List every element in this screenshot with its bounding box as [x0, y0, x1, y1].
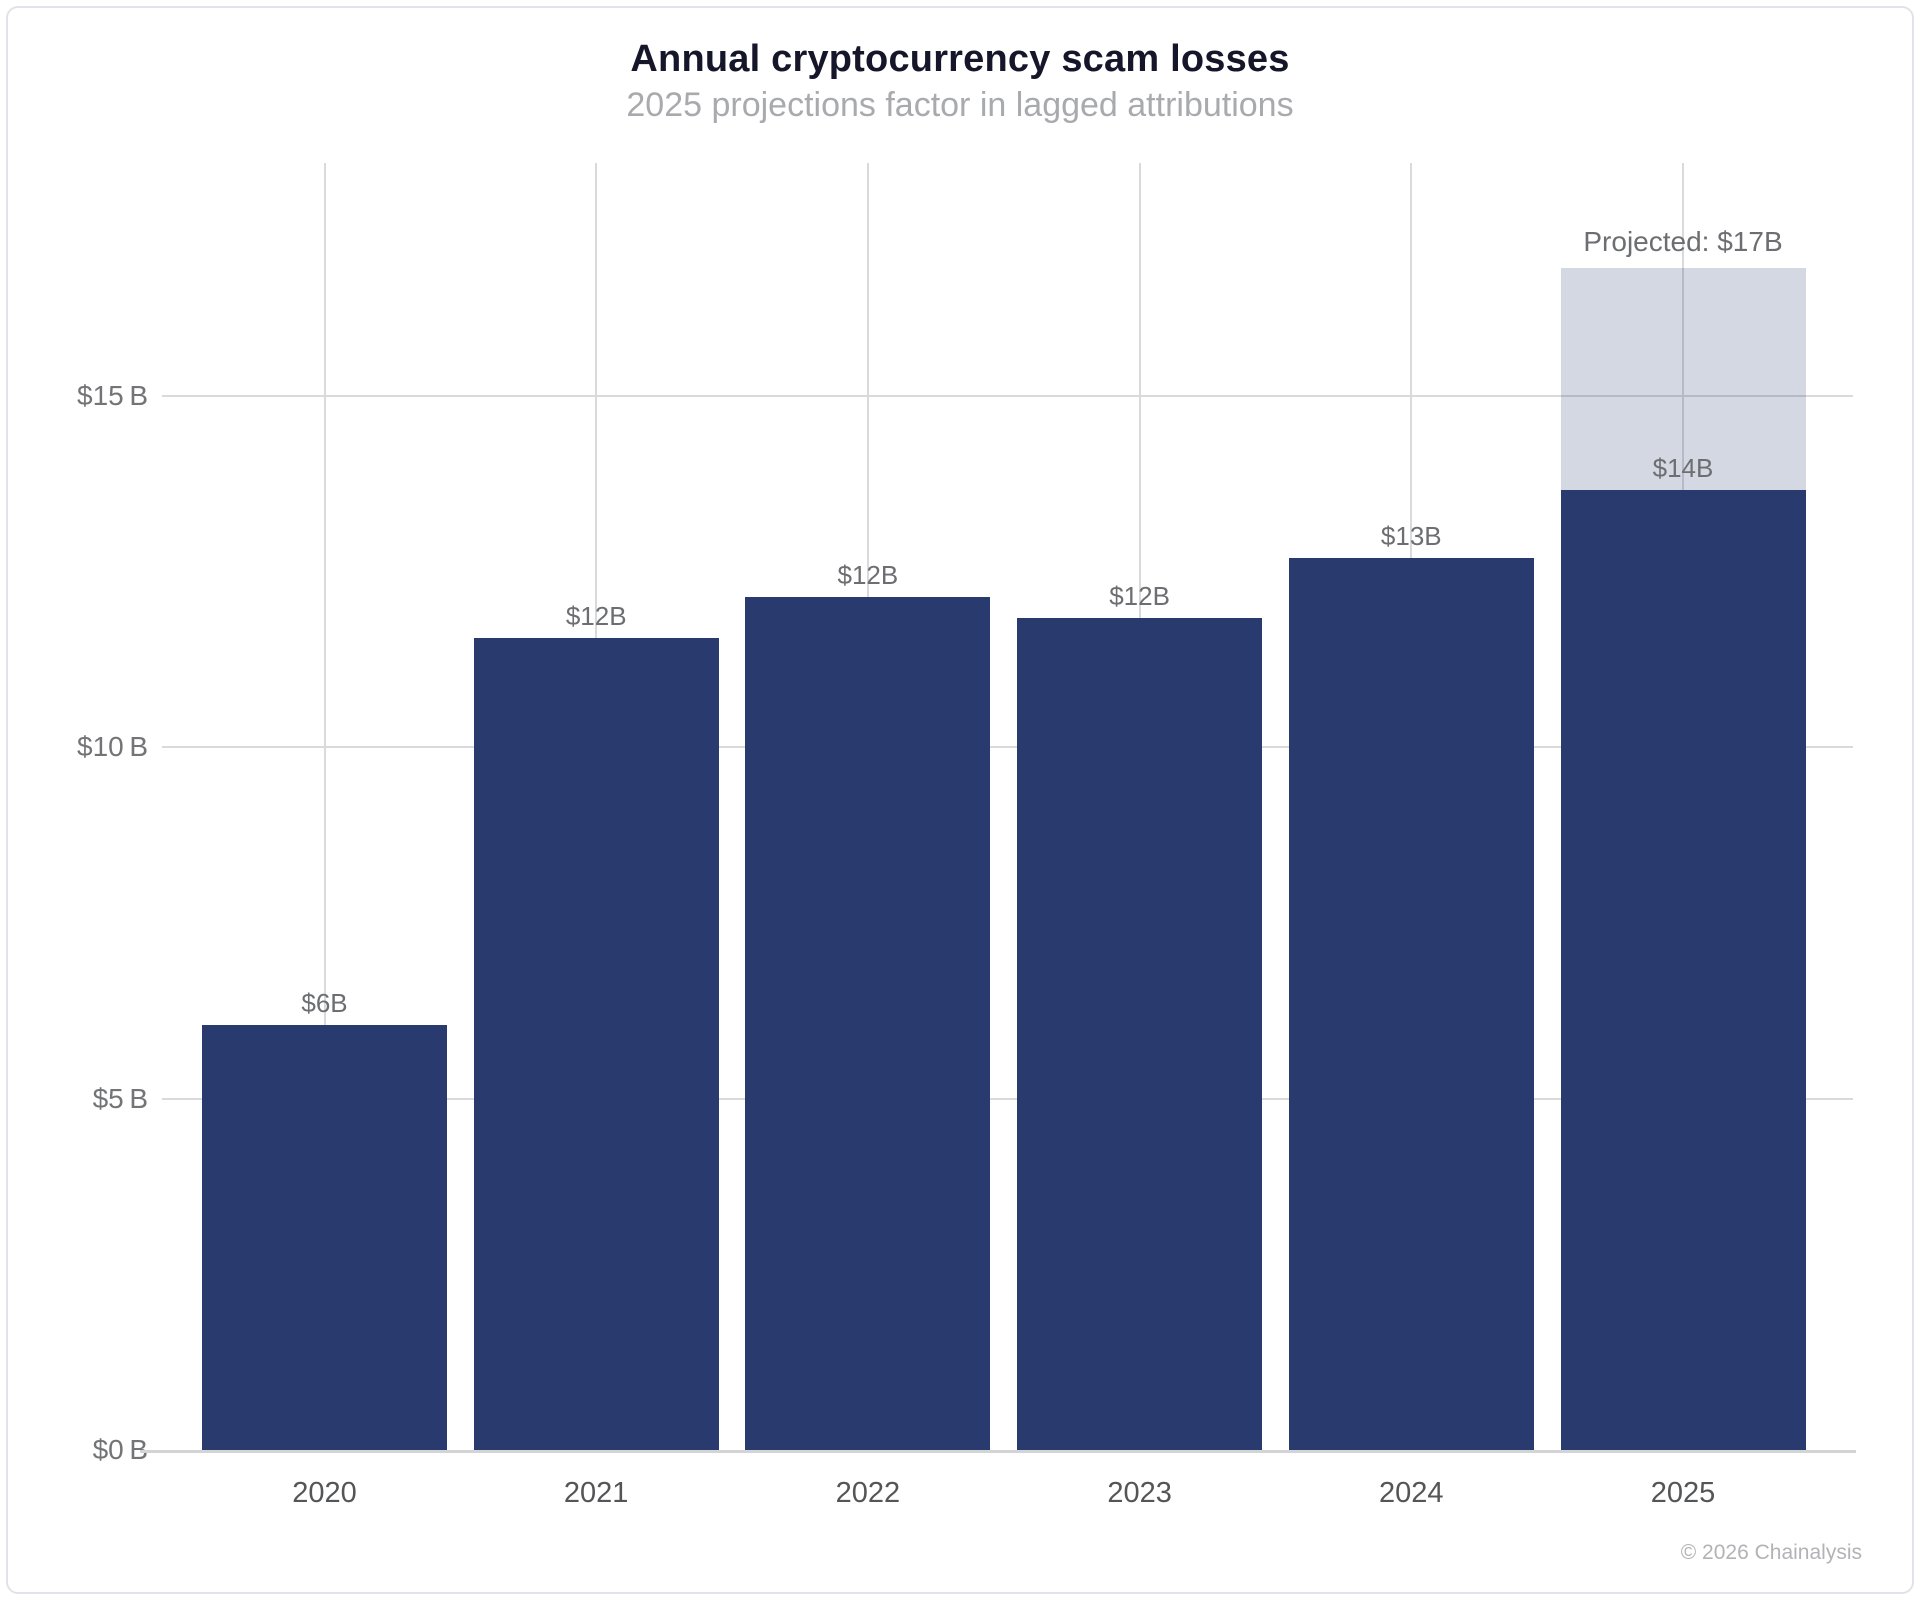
y-tick-label-15b: $15 B [77, 379, 148, 411]
bar-2020 [202, 1024, 447, 1450]
projected-bar-segment [1560, 268, 1806, 491]
bar-2024 [1288, 557, 1534, 1450]
y-tick-label-10b: $10 B [77, 731, 148, 763]
h-gridline-10b [162, 746, 1853, 749]
x-tick-label-2024: 2024 [1379, 1477, 1444, 1509]
x-tick-label-2021: 2021 [563, 1477, 629, 1509]
bar-value-label-2022: $12B [837, 559, 899, 590]
bar-value-label-2023: $12B [1109, 581, 1170, 611]
bar-value-label-2025: $14B [1652, 453, 1714, 484]
bar-value-label-2024: $13B [1380, 520, 1442, 551]
projected-label: Projected: $17B [1583, 226, 1783, 258]
chart-subtitle: 2025 projections factor in lagged attrib… [626, 86, 1294, 124]
bar-2021 [473, 637, 719, 1450]
y-tick-label-0b: $0 B [92, 1434, 148, 1465]
x-tick-label-2023: 2023 [1107, 1477, 1172, 1509]
h-gridline-15b [162, 394, 1853, 397]
bar-2023 [1017, 618, 1263, 1450]
bar-2025 [1560, 490, 1806, 1450]
x-tick-label-2020: 2020 [292, 1477, 357, 1509]
x-tick-label-2025: 2025 [1650, 1477, 1716, 1509]
h-gridline-5b [162, 1097, 1853, 1100]
chart-title: Annual cryptocurrency scam losses [630, 38, 1290, 80]
bar-value-label-2021: $12B [565, 600, 627, 631]
y-tick-label-5b: $5 B [92, 1082, 148, 1114]
bar-2022 [745, 596, 991, 1450]
x-tick-label-2022: 2022 [835, 1477, 901, 1509]
v-gridline-2020 [323, 163, 326, 1450]
copyright-note: © 2026 Chainalysis [1680, 1541, 1862, 1564]
bar-value-label-2020: $6B [301, 987, 348, 1018]
x-axis-line [140, 1450, 1856, 1453]
